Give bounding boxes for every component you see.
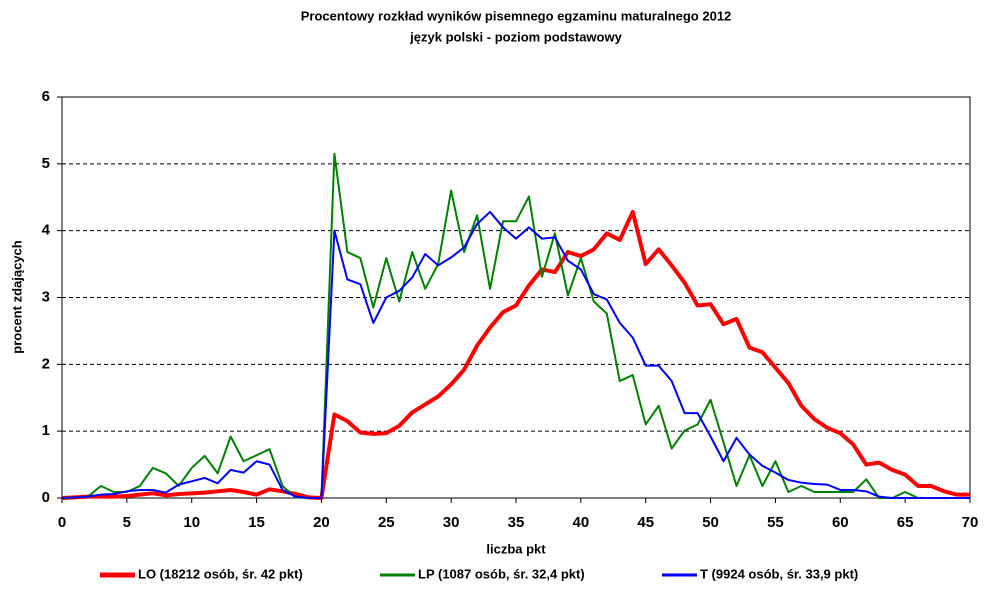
- legend-label: T (9924 osób, śr. 33,9 pkt): [700, 566, 858, 581]
- y-tick-label: 3: [42, 288, 50, 305]
- plot-frame: [61, 96, 971, 499]
- series-line: [61, 210, 970, 499]
- chart-subtitle: język polski - poziom podstawowy: [409, 29, 622, 44]
- y-tick-label: 0: [42, 489, 50, 506]
- x-tick-label: 5: [123, 514, 131, 531]
- x-tick-label: 30: [443, 514, 460, 531]
- x-tick-label: 55: [767, 514, 784, 531]
- y-tick-label: 5: [42, 155, 50, 172]
- series-line: [61, 152, 970, 499]
- x-tick-label: 50: [702, 514, 719, 531]
- y-axis-label: procent zdających: [9, 240, 24, 353]
- y-tick-label: 6: [42, 88, 50, 105]
- legend-label: LO (18212 osób, śr. 42 pkt): [138, 566, 303, 581]
- x-tick-label: 0: [58, 514, 66, 531]
- x-tick-label: 20: [313, 514, 330, 531]
- y-tick-label: 1: [42, 422, 50, 439]
- legend-label: LP (1087 osób, śr. 32,4 pkt): [418, 566, 585, 581]
- x-tick-label: 70: [962, 514, 979, 531]
- x-tick-label: 15: [248, 514, 265, 531]
- x-tick-label: 65: [897, 514, 914, 531]
- x-tick-label: 35: [508, 514, 525, 531]
- x-tick-label: 40: [573, 514, 590, 531]
- y-tick-label: 4: [42, 222, 51, 239]
- chart-title: Procentowy rozkład wyników pisemnego egz…: [301, 8, 732, 23]
- series-line: [61, 209, 970, 500]
- x-tick-label: 25: [378, 514, 395, 531]
- y-tick-label: 2: [42, 355, 50, 372]
- x-axis-label: liczba pkt: [486, 541, 546, 556]
- x-tick-label: 10: [183, 514, 200, 531]
- x-tick-label: 45: [637, 514, 654, 531]
- x-tick-label: 60: [832, 514, 849, 531]
